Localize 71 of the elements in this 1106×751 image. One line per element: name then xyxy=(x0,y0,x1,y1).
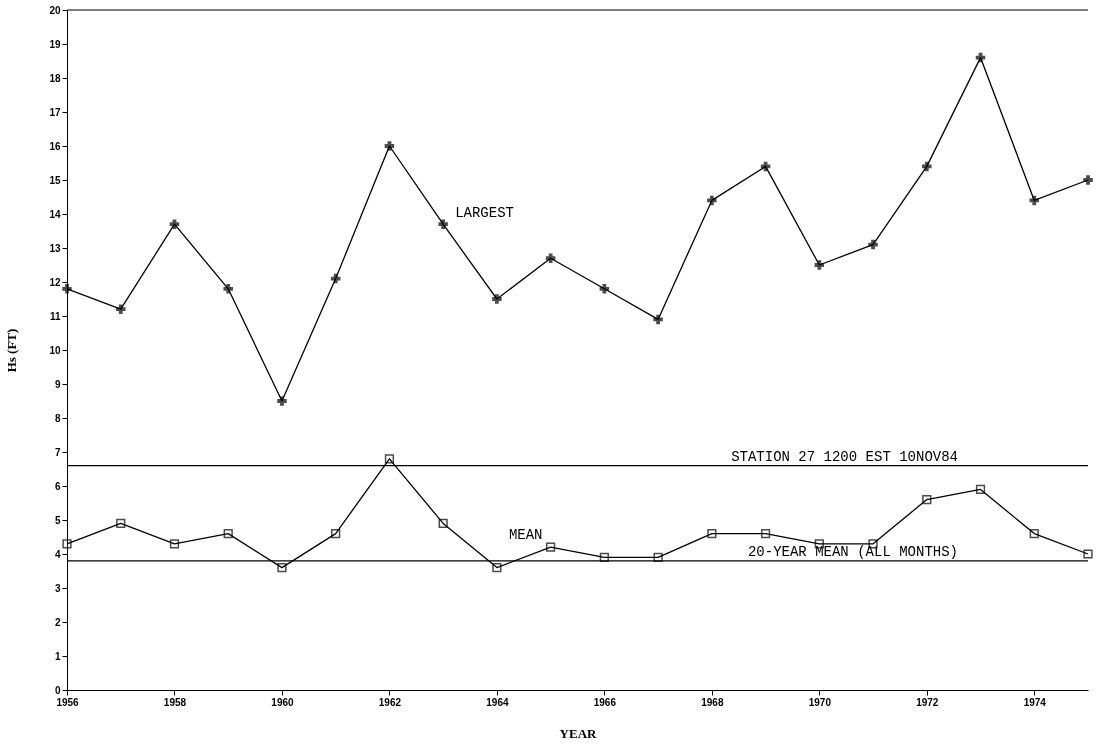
y-axis-title: Hs (FT) xyxy=(4,328,20,373)
x-tick-label: 1958 xyxy=(163,696,187,708)
point xyxy=(814,260,825,270)
point xyxy=(492,562,502,573)
y-tick-label: 19 xyxy=(49,38,61,50)
y-tick-label: 11 xyxy=(49,310,61,322)
y-tick-label: 0 xyxy=(54,684,61,696)
point xyxy=(975,484,986,495)
y-tick-label: 16 xyxy=(49,140,61,152)
point xyxy=(707,528,717,539)
point xyxy=(1029,528,1039,539)
point xyxy=(707,195,717,206)
series-label: MEAN xyxy=(508,526,543,543)
point xyxy=(599,284,610,294)
y-tick-label: 2 xyxy=(54,616,61,628)
point xyxy=(384,454,395,464)
ref-line-label: 20-YEAR MEAN (ALL MONTHS) xyxy=(747,543,958,560)
y-tick-label: 1 xyxy=(54,650,61,662)
point xyxy=(277,562,287,573)
point xyxy=(760,528,771,539)
series-label: LARGEST xyxy=(455,205,514,222)
point xyxy=(223,528,233,539)
x-tick-label: 1974 xyxy=(1023,696,1047,708)
point xyxy=(546,542,556,552)
point xyxy=(1083,549,1093,559)
y-tick-label: 14 xyxy=(49,208,61,220)
point xyxy=(62,539,72,549)
x-tick-label: 1964 xyxy=(486,696,509,708)
point xyxy=(599,552,609,563)
x-tick-label: 1968 xyxy=(701,696,724,708)
y-tick-label: 8 xyxy=(54,412,61,424)
point xyxy=(1083,175,1093,185)
point xyxy=(116,518,126,529)
point xyxy=(223,284,233,294)
point xyxy=(868,239,878,250)
point xyxy=(115,304,126,314)
x-tick-label: 1966 xyxy=(593,696,617,708)
point xyxy=(922,161,932,172)
y-tick-label: 6 xyxy=(54,480,61,492)
point xyxy=(653,314,663,325)
x-tick-label: 1962 xyxy=(378,696,402,708)
x-tick-label: 1970 xyxy=(808,696,832,708)
point xyxy=(438,518,448,529)
y-tick-label: 7 xyxy=(54,446,61,458)
ref-line-label: STATION 27 1200 EST 10NOV84 xyxy=(731,448,958,465)
point xyxy=(331,528,341,539)
y-tick-label: 15 xyxy=(49,174,61,186)
y-tick-label: 3 xyxy=(54,582,61,594)
point xyxy=(62,284,72,294)
point xyxy=(922,494,932,505)
x-tick-label: 1972 xyxy=(916,696,939,708)
y-tick-label: 10 xyxy=(49,344,61,356)
y-tick-label: 4 xyxy=(54,548,61,560)
point xyxy=(545,253,556,263)
point xyxy=(169,219,180,229)
y-tick-label: 18 xyxy=(49,72,61,84)
y-tick-label: 12 xyxy=(49,276,61,288)
x-tick-label: 1960 xyxy=(271,696,295,708)
point xyxy=(438,219,448,229)
x-axis-title: YEAR xyxy=(559,725,598,741)
y-tick-label: 5 xyxy=(54,514,61,526)
y-tick-label: 20 xyxy=(49,4,61,16)
y-tick-label: 9 xyxy=(54,378,61,390)
point xyxy=(384,141,395,151)
point xyxy=(653,552,663,563)
y-tick-label: 17 xyxy=(49,106,61,118)
point xyxy=(169,539,180,549)
point xyxy=(492,294,502,304)
point xyxy=(277,396,287,406)
x-tick-label: 1956 xyxy=(56,696,80,708)
y-tick-label: 13 xyxy=(49,242,61,254)
